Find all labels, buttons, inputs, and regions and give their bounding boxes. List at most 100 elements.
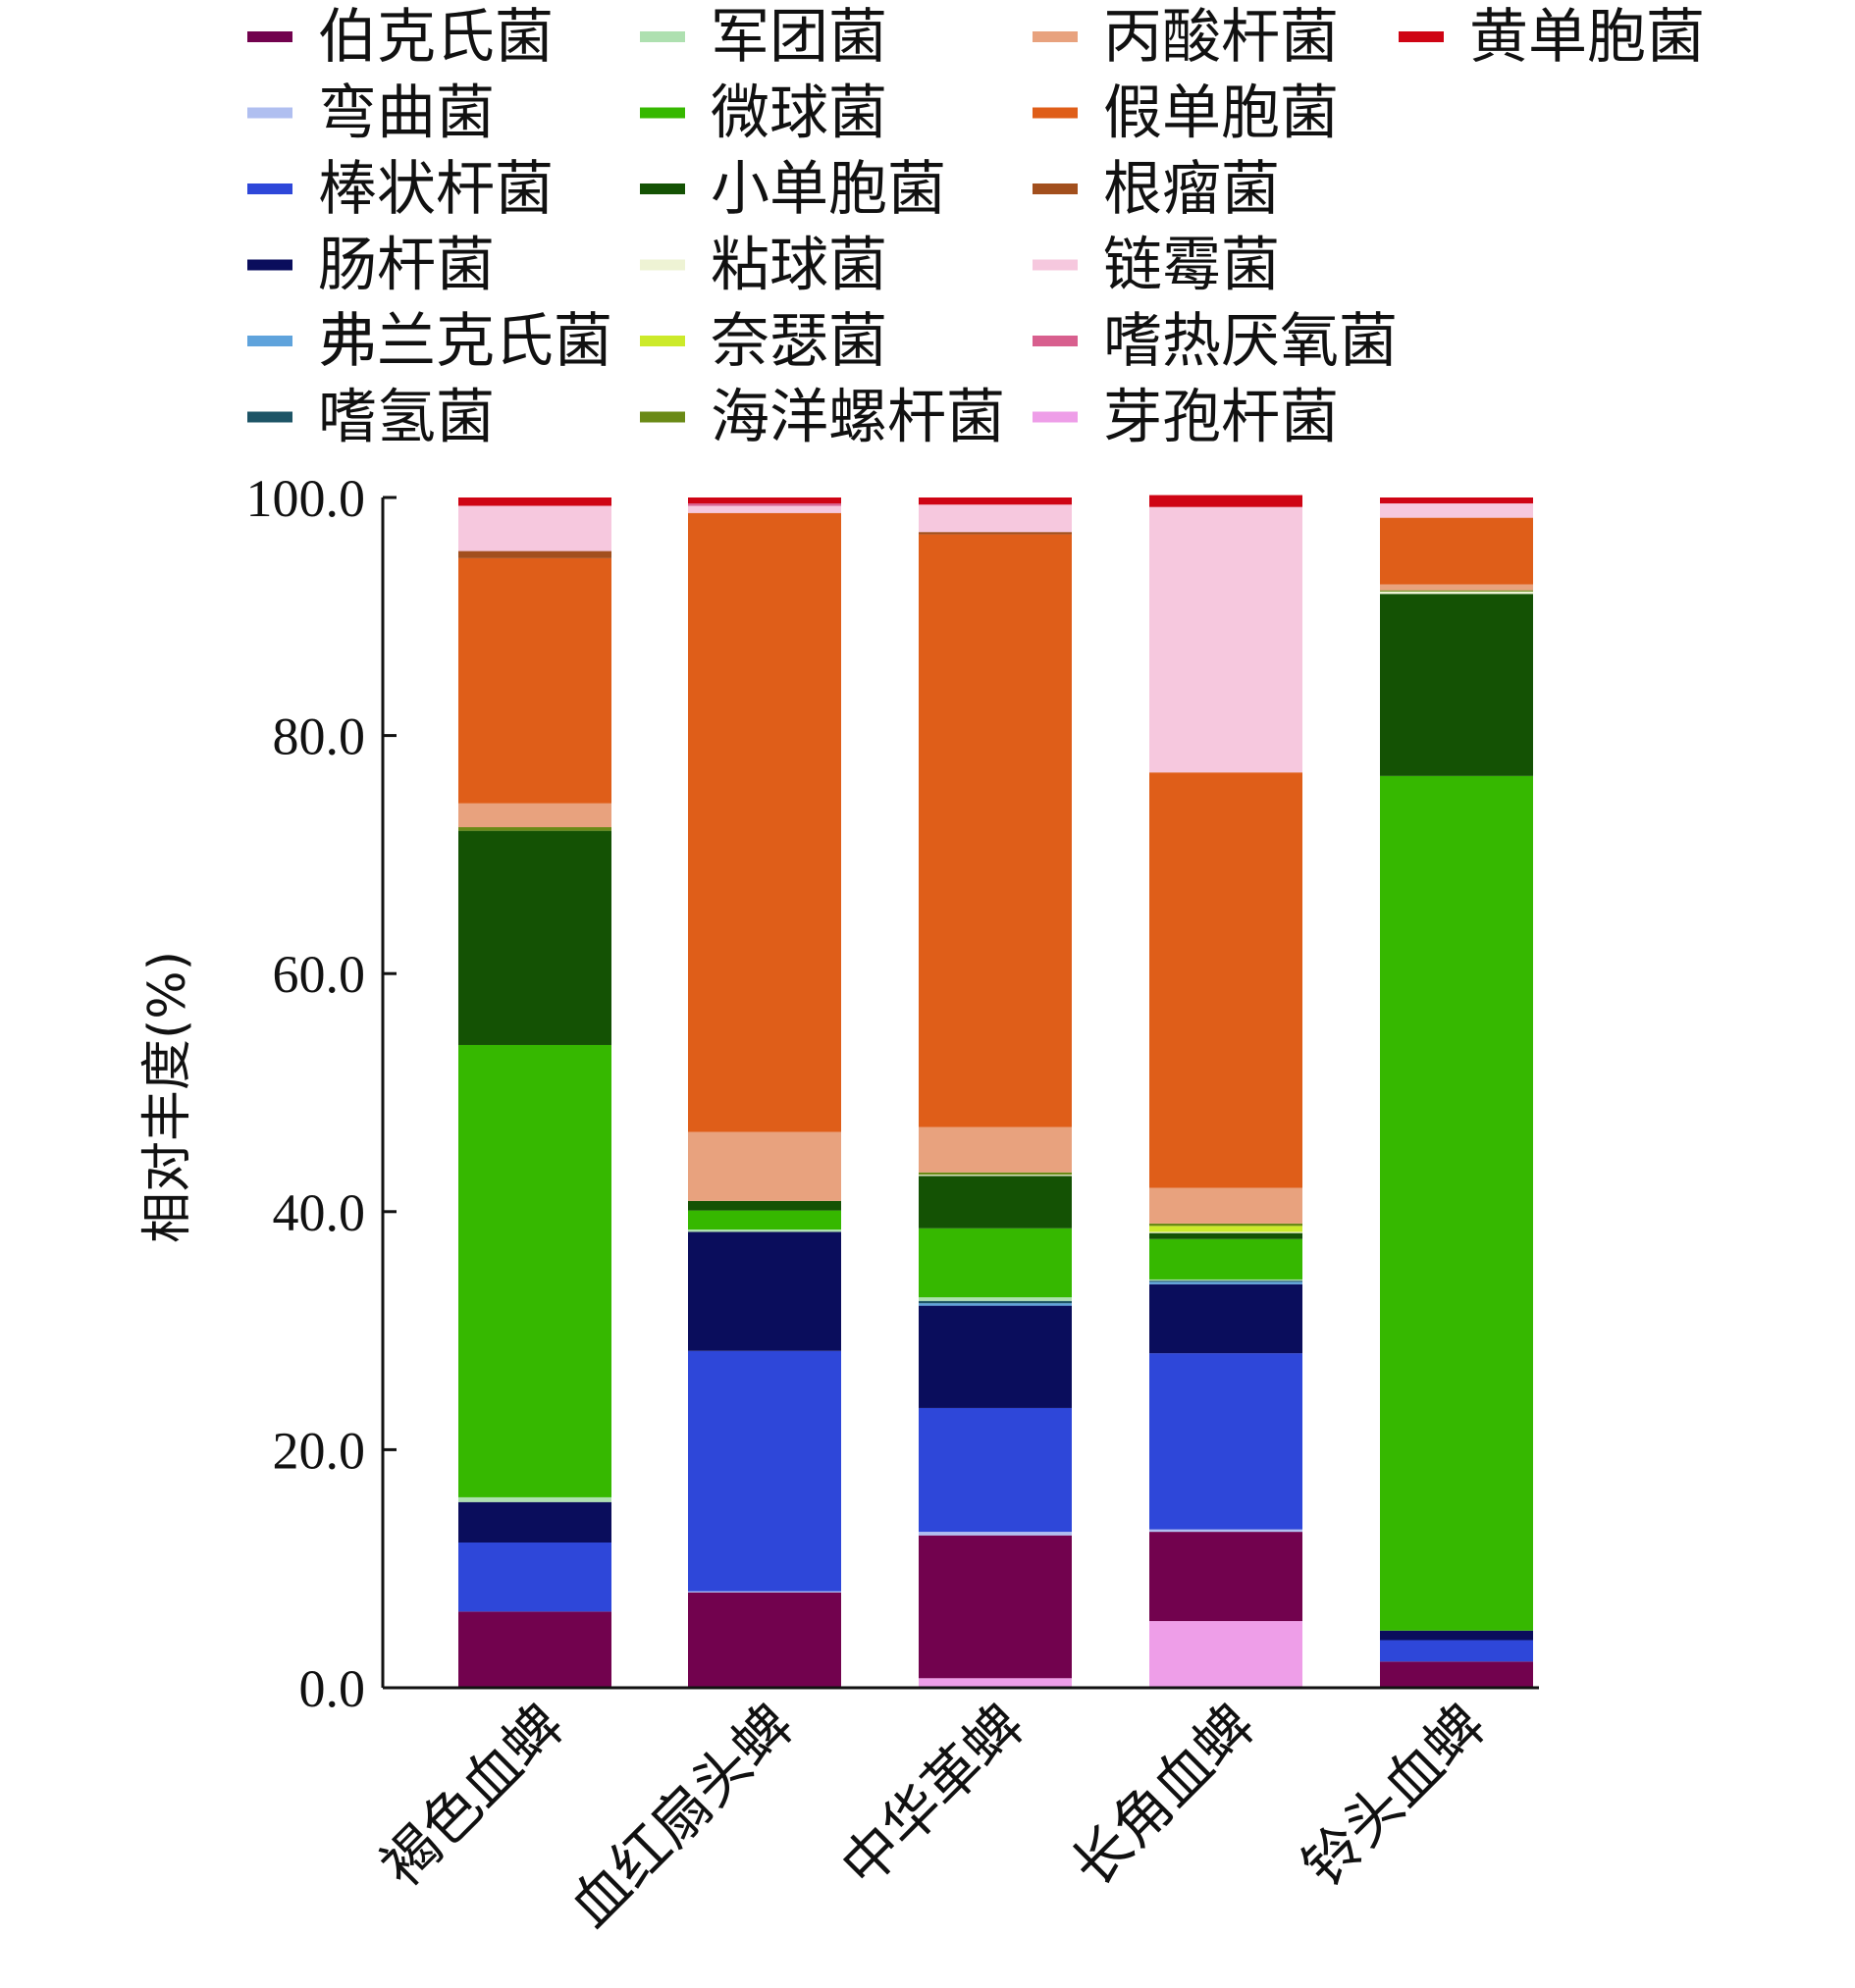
bar-segment xyxy=(919,1228,1072,1298)
legend-swatch xyxy=(640,107,685,119)
bar-segment xyxy=(458,827,611,831)
x-tick-label: 中华革蜱 xyxy=(828,1692,1036,1900)
legend-item: 微球菌 xyxy=(640,79,887,148)
legend-label: 小单胞菌 xyxy=(711,155,946,224)
legend-item: 弯曲菌 xyxy=(247,79,495,148)
x-tick-label: 铃头血蜱 xyxy=(1290,1692,1498,1900)
bar-segment xyxy=(1149,506,1302,773)
legend-label: 嗜氢菌 xyxy=(318,384,495,452)
bar-segment xyxy=(919,1535,1072,1679)
legend-item: 粘球菌 xyxy=(640,232,887,300)
legend-label: 链霉菌 xyxy=(1103,232,1280,300)
bar-segment xyxy=(1380,1630,1533,1641)
legend-swatch xyxy=(247,31,292,42)
bar-segment xyxy=(1149,1231,1302,1233)
bar-segment xyxy=(688,512,841,1132)
y-axis: 0.0 20.0 40.0 60.0 80.0 100.0 xyxy=(246,469,397,1718)
bar-segment xyxy=(688,1131,841,1201)
bar-segment xyxy=(688,1350,841,1592)
bar-segment xyxy=(1149,1283,1302,1354)
legend-swatch xyxy=(1033,259,1078,271)
legend-label: 军团菌 xyxy=(711,3,887,72)
bar-segment xyxy=(688,1592,841,1688)
legend-item: 丙酸杆菌 xyxy=(1033,3,1339,72)
legend-swatch xyxy=(247,336,292,346)
legend-label: 嗜热厌氧菌 xyxy=(1103,307,1398,376)
bar-segment xyxy=(688,1591,841,1593)
bar-segment xyxy=(688,505,841,513)
bar-segment xyxy=(1149,1232,1302,1239)
legend-swatch xyxy=(247,411,292,423)
legend-swatch xyxy=(640,336,685,346)
legend-swatch xyxy=(1399,31,1444,42)
bar-segment xyxy=(1380,1661,1533,1688)
legend-swatch xyxy=(640,259,685,271)
bar-segment xyxy=(1380,503,1533,518)
bar-segment xyxy=(1149,1279,1302,1282)
legend-swatch xyxy=(1033,336,1078,346)
bar-segment xyxy=(1380,1640,1533,1662)
legend-item: 链霉菌 xyxy=(1033,232,1280,300)
legend-item: 弗兰克氏菌 xyxy=(247,307,612,376)
y-tick-label: 0.0 xyxy=(299,1659,366,1718)
bar-segment xyxy=(688,1231,841,1351)
legend-label: 肠杆菌 xyxy=(318,232,495,300)
x-tick-label: 长角血蜱 xyxy=(1059,1692,1267,1900)
legend-label: 弯曲菌 xyxy=(318,79,495,148)
x-tick-label: 血红扇头蜱 xyxy=(557,1692,806,1940)
bar-segment xyxy=(919,1176,1072,1229)
bar-segment xyxy=(919,1532,1072,1536)
bars-group xyxy=(458,495,1533,1688)
bar-segment xyxy=(919,1305,1072,1408)
legend-swatch xyxy=(1033,107,1078,119)
bar-segment xyxy=(458,505,611,551)
legend-item: 军团菌 xyxy=(640,3,887,72)
legend-swatch xyxy=(640,31,685,42)
y-tick-label: 40.0 xyxy=(273,1183,366,1242)
bar-segment xyxy=(688,503,841,506)
legend-item: 伯克氏菌 xyxy=(247,3,554,72)
legend-swatch xyxy=(1033,411,1078,423)
bar-segment xyxy=(458,830,611,1045)
bar-stack-2 xyxy=(688,497,841,1688)
bar-segment xyxy=(1149,1223,1302,1227)
legend-label: 微球菌 xyxy=(711,79,887,148)
bar-segment xyxy=(919,1300,1072,1304)
legend-swatch xyxy=(247,259,292,271)
bar-segment xyxy=(1380,594,1533,776)
bar-segment xyxy=(1149,772,1302,1188)
legend-label: 海洋螺杆菌 xyxy=(711,384,1005,452)
bar-segment xyxy=(458,1044,611,1497)
y-tick-label: 60.0 xyxy=(273,945,366,1004)
legend-item: 黄单胞菌 xyxy=(1399,3,1705,72)
legend-item: 海洋螺杆菌 xyxy=(640,384,1005,452)
y-axis-label: 相对丰度(%) xyxy=(138,951,197,1243)
legend-swatch xyxy=(247,183,292,194)
legend-label: 伯克氏菌 xyxy=(318,3,554,72)
legend-label: 弗兰克氏菌 xyxy=(318,307,612,376)
bar-segment xyxy=(919,534,1072,1127)
bar-segment xyxy=(919,497,1072,505)
bar-segment xyxy=(919,1303,1072,1306)
bar-segment xyxy=(1149,1621,1302,1688)
bar-segment xyxy=(919,1126,1072,1173)
legend-item: 根瘤菌 xyxy=(1033,155,1280,224)
legend-label: 棒状杆菌 xyxy=(318,155,554,224)
bar-segment xyxy=(1380,517,1533,585)
x-tick-label: 褐色血蜱 xyxy=(368,1692,576,1900)
legend-label: 芽孢杆菌 xyxy=(1103,384,1339,452)
bar-segment xyxy=(1149,1187,1302,1224)
bar-segment xyxy=(458,803,611,828)
y-tick-label: 100.0 xyxy=(246,469,366,528)
legend-item: 嗜氢菌 xyxy=(247,384,495,452)
bar-segment xyxy=(1149,1281,1302,1282)
bar-segment xyxy=(1380,497,1533,504)
bar-segment xyxy=(458,497,611,506)
bar-stack-4 xyxy=(1149,495,1302,1688)
legend-item: 奈瑟菌 xyxy=(640,307,887,376)
bar-segment xyxy=(1149,1226,1302,1232)
bar-segment xyxy=(1149,1353,1302,1530)
bar-segment xyxy=(458,1611,611,1688)
